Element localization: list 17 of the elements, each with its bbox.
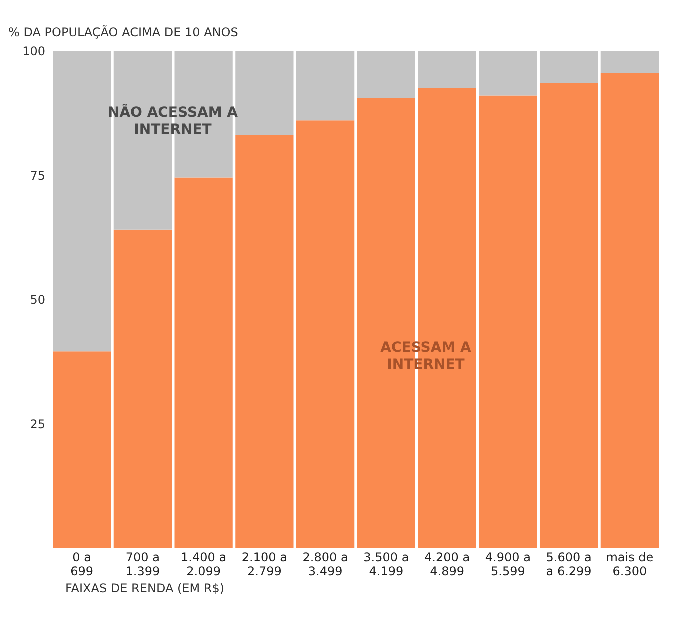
x-tick-label: 700 a 1.399 xyxy=(126,550,160,578)
x-tick-label: 2.800 a 3.499 xyxy=(302,550,348,578)
x-tick-label: 4.200 a 4.899 xyxy=(424,550,470,578)
x-tick-label: 1.400 a 2.099 xyxy=(181,550,227,578)
x-tick-label: 2.100 a 2.799 xyxy=(242,550,288,578)
y-tick-label: 25 xyxy=(30,417,46,432)
x-tick-label: 4.900 a 5.599 xyxy=(485,550,531,578)
x-tick-label: 5.600 a a 6.299 xyxy=(546,550,592,578)
y-tick-label: 50 xyxy=(30,293,46,307)
y-axis-title: % DA POPULAÇÃO ACIMA DE 10 ANOS xyxy=(8,24,238,40)
y-tick-label: 75 xyxy=(30,168,46,183)
y-tick-label: 100 xyxy=(22,44,46,58)
x-tick-label: mais de 6.300 xyxy=(606,550,654,578)
x-tick-label: 0 a 699 xyxy=(70,550,94,578)
series-label: NÃO ACESSAM A INTERNET xyxy=(108,103,238,138)
x-axis-title: FAIXAS DE RENDA (EM R$) xyxy=(66,582,225,596)
x-tick-label: 3.500 a 4.199 xyxy=(364,550,410,578)
